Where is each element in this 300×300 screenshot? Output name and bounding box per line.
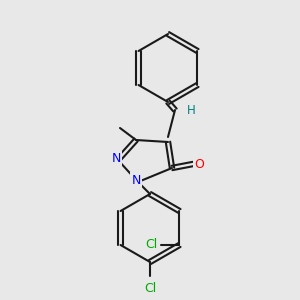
Text: H: H — [187, 103, 195, 116]
Text: O: O — [194, 158, 204, 170]
Text: N: N — [111, 152, 121, 164]
Text: Cl: Cl — [145, 238, 158, 251]
Text: Cl: Cl — [144, 281, 156, 295]
Text: N: N — [131, 173, 141, 187]
